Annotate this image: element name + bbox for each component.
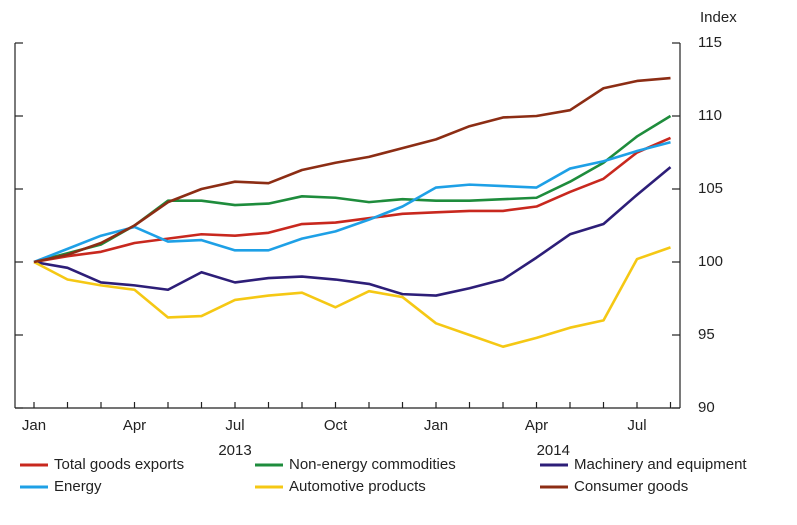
series-line [33, 166, 672, 297]
x-tick-label: Jul [627, 417, 646, 434]
legend-label: Total goods exports [54, 456, 184, 473]
series-line [33, 246, 671, 348]
legend-label: Energy [54, 478, 102, 495]
year-label: 2013 [218, 442, 251, 459]
series-line [33, 141, 671, 264]
legend-label: Non-energy commodities [289, 456, 456, 473]
legend-label: Machinery and equipment [574, 456, 747, 473]
series-line [33, 76, 671, 264]
x-tick-label: Jan [22, 417, 46, 434]
x-tick-label: Jul [225, 417, 244, 434]
x-tick-label: Oct [324, 417, 348, 434]
y-tick-label: 105 [698, 180, 723, 197]
y-axis-label: Index [700, 9, 737, 26]
x-tick-label: Apr [525, 417, 548, 434]
y-tick-label: 95 [698, 326, 715, 343]
y-tick-label: 110 [698, 107, 722, 124]
year-label: 2014 [537, 442, 570, 459]
y-tick-label: 90 [698, 399, 715, 416]
series-line [33, 136, 672, 264]
x-tick-label: Jan [424, 417, 448, 434]
y-tick-label: 115 [698, 34, 722, 51]
legend-label: Automotive products [289, 478, 426, 495]
y-tick-label: 100 [698, 253, 723, 270]
legend-label: Consumer goods [574, 478, 688, 495]
x-tick-label: Apr [123, 417, 146, 434]
